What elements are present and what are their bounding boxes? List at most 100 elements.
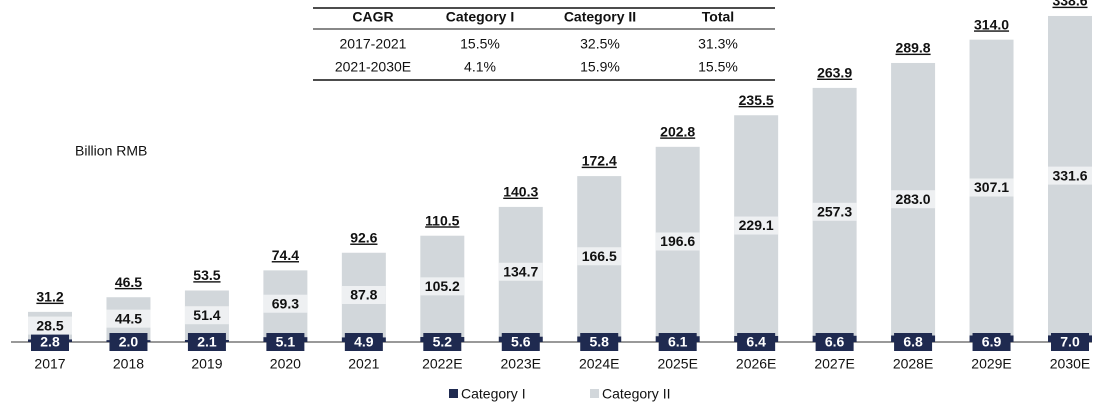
data-label: 307.1 (974, 179, 1009, 195)
x-tick-label: 2027E (814, 356, 854, 372)
total-label: 53.5 (193, 267, 220, 283)
label-box (266, 333, 305, 351)
data-label: 4.9 (354, 334, 374, 350)
x-tick-label: 2029E (971, 356, 1011, 372)
total-label: 74.4 (272, 247, 299, 263)
label-box (501, 333, 540, 351)
data-label: 69.3 (272, 295, 299, 311)
total-label: 140.3 (503, 184, 538, 200)
label-box (658, 333, 697, 351)
data-label: 5.1 (276, 334, 296, 350)
data-label: 2.1 (197, 334, 217, 350)
total-label: 46.5 (115, 274, 142, 290)
data-label: 283.0 (896, 191, 931, 207)
label-box (1048, 166, 1092, 185)
data-label: 87.8 (350, 287, 377, 303)
x-tick-label: 2018 (113, 356, 144, 372)
x-tick-label: 2022E (422, 356, 462, 372)
total-label: 202.8 (660, 123, 695, 139)
data-label: 105.2 (425, 278, 460, 294)
total-label: 338.6 (1052, 0, 1087, 9)
legend-label: Category I (461, 386, 526, 402)
data-label: 44.5 (115, 310, 142, 326)
data-label: 6.1 (668, 334, 688, 350)
total-label: 289.8 (896, 40, 931, 56)
label-box (580, 333, 619, 351)
table-cell: 32.5% (580, 36, 620, 52)
data-label: 7.0 (1060, 334, 1080, 350)
total-label: 314.0 (974, 16, 1009, 32)
unit-label: Billion RMB (75, 143, 147, 159)
data-label: 257.3 (817, 203, 852, 219)
data-label: 331.6 (1052, 167, 1087, 183)
data-label: 166.5 (582, 248, 617, 264)
table-cell: 15.5% (460, 36, 500, 52)
label-box (969, 178, 1014, 197)
total-label: 31.2 (36, 289, 63, 305)
total-label: 263.9 (817, 65, 852, 81)
legend-swatch (449, 389, 458, 398)
table-header: CAGR (352, 9, 393, 25)
label-box (420, 277, 465, 296)
legend-swatch (590, 389, 599, 398)
x-tick-label: 2021 (348, 356, 379, 372)
x-tick-label: 2028E (893, 356, 933, 372)
label-box (106, 309, 151, 328)
label-box (263, 294, 308, 313)
data-label: 5.2 (433, 334, 453, 350)
label-box (734, 216, 779, 235)
data-label: 5.8 (589, 334, 609, 350)
data-label: 28.5 (36, 317, 63, 333)
data-label: 6.8 (903, 334, 923, 350)
label-box (498, 262, 543, 281)
label-box (187, 333, 226, 351)
x-tick-label: 2023E (501, 356, 541, 372)
data-label: 6.6 (825, 334, 845, 350)
x-tick-label: 2024E (579, 356, 619, 372)
table-cell: 15.5% (698, 59, 738, 75)
label-box (655, 232, 700, 251)
data-label: 51.4 (193, 307, 220, 323)
label-box (184, 306, 229, 325)
x-tick-label: 2030E (1050, 356, 1090, 372)
label-box (737, 333, 776, 351)
total-label: 235.5 (739, 92, 774, 108)
label-box (423, 333, 462, 351)
data-label: 196.6 (660, 233, 695, 249)
x-tick-label: 2017 (34, 356, 65, 372)
table-cell: 31.3% (698, 36, 738, 52)
label-box (891, 190, 936, 209)
x-tick-label: 2020 (270, 356, 301, 372)
data-label: 2.8 (40, 334, 60, 350)
label-box (341, 286, 386, 305)
table-cell: 2017-2021 (340, 36, 407, 52)
legend-label: Category II (602, 386, 670, 402)
label-box (28, 316, 72, 335)
label-box (812, 202, 857, 221)
data-label: 2.0 (119, 334, 139, 350)
data-label: 229.1 (739, 217, 774, 233)
total-label: 110.5 (425, 212, 459, 228)
table-header: Category II (564, 9, 636, 25)
table-cell: 15.9% (580, 59, 620, 75)
data-label: 5.6 (511, 334, 531, 350)
data-label: 6.9 (982, 334, 1002, 350)
label-box (344, 333, 383, 351)
label-box (1051, 333, 1089, 351)
label-box (815, 333, 854, 351)
table-cell: 2021-2030E (335, 59, 411, 75)
total-label: 92.6 (350, 230, 377, 246)
label-box (894, 333, 933, 351)
label-box (31, 333, 69, 351)
label-box (577, 247, 622, 266)
table-cell: 4.1% (464, 59, 496, 75)
x-tick-label: 2025E (657, 356, 697, 372)
label-box (109, 333, 148, 351)
data-label: 6.4 (746, 334, 766, 350)
x-tick-label: 2026E (736, 356, 776, 372)
total-label: 172.4 (582, 153, 617, 169)
data-label: 134.7 (503, 263, 538, 279)
x-tick-label: 2019 (191, 356, 222, 372)
label-box (972, 333, 1011, 351)
